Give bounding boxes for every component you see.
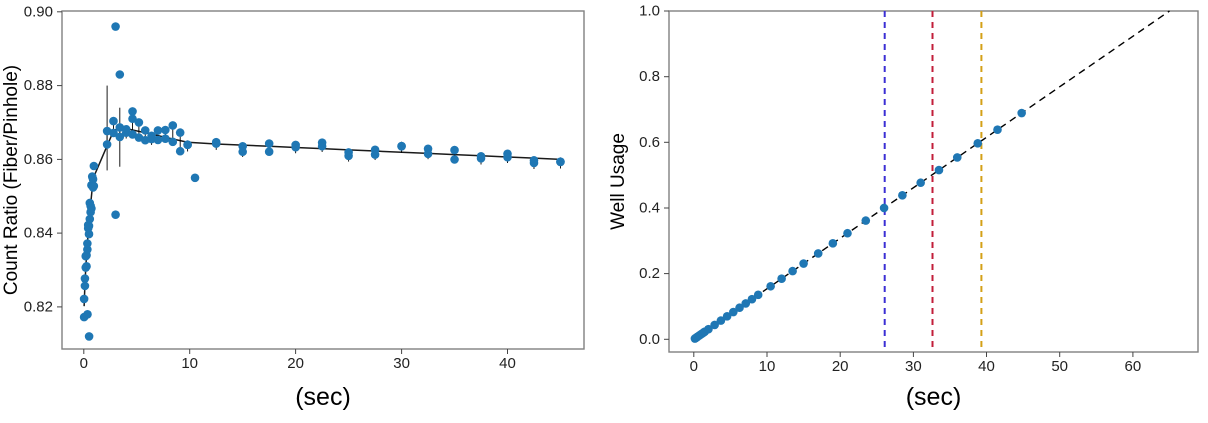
svg-text:(sec): (sec)	[906, 383, 962, 411]
svg-text:60: 60	[1125, 358, 1142, 375]
svg-text:20: 20	[832, 358, 849, 375]
svg-text:1.0: 1.0	[639, 3, 660, 20]
svg-text:10: 10	[181, 355, 198, 372]
svg-text:50: 50	[1051, 358, 1068, 375]
svg-text:0.86: 0.86	[24, 151, 53, 168]
svg-text:20: 20	[287, 355, 304, 372]
svg-text:30: 30	[905, 358, 922, 375]
svg-text:Count Ratio (Fiber/Pinhole): Count Ratio (Fiber/Pinhole)	[1, 65, 22, 295]
svg-text:0.6: 0.6	[639, 134, 660, 151]
svg-text:30: 30	[393, 355, 410, 372]
svg-text:0.82: 0.82	[24, 298, 53, 315]
svg-text:0: 0	[690, 358, 698, 375]
svg-text:0.88: 0.88	[24, 77, 53, 94]
svg-text:0.4: 0.4	[639, 200, 660, 217]
svg-text:0.8: 0.8	[639, 68, 660, 85]
svg-text:40: 40	[978, 358, 995, 375]
svg-text:Well Usage: Well Usage	[608, 133, 629, 230]
svg-text:0: 0	[80, 355, 88, 372]
svg-text:0.84: 0.84	[24, 225, 53, 242]
svg-text:10: 10	[759, 358, 776, 375]
svg-text:(sec): (sec)	[295, 383, 351, 411]
svg-text:0.2: 0.2	[639, 265, 660, 282]
svg-text:40: 40	[499, 355, 516, 372]
svg-text:0.0: 0.0	[639, 331, 660, 348]
svg-text:0.90: 0.90	[24, 3, 53, 20]
